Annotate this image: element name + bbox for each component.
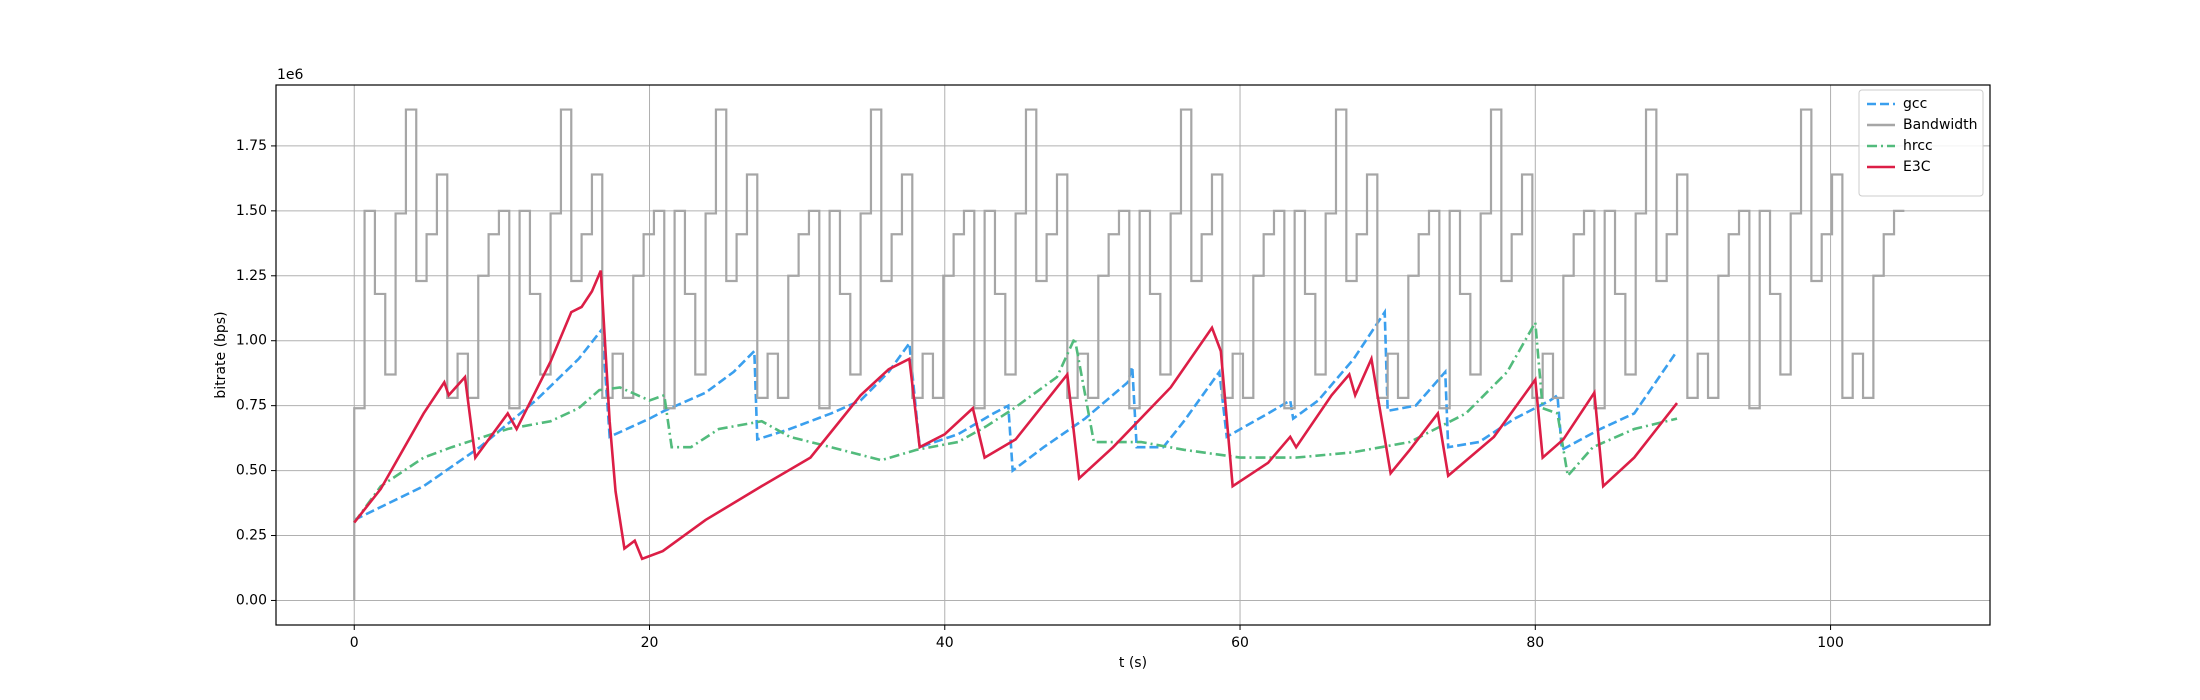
- y-axis-label: bitrate (bps): [213, 311, 229, 398]
- legend-box: [1858, 89, 1984, 197]
- series-line: [353, 318, 1678, 524]
- legend-label: Bandwidth: [1903, 117, 1978, 133]
- x-tick-label: 100: [1817, 635, 1844, 651]
- x-tick-label: 40: [936, 635, 954, 651]
- series-line: [353, 308, 1679, 522]
- y-tick-label: 1.25: [236, 268, 267, 284]
- y-tick-label: 1.75: [236, 138, 267, 154]
- legend-label: E3C: [1903, 159, 1931, 175]
- y-tick-label: 0.25: [236, 528, 267, 544]
- y-tick-label: 1.50: [236, 203, 267, 219]
- x-tick-label: 20: [641, 635, 659, 651]
- x-tick-label: 60: [1231, 635, 1249, 651]
- y-tick-label: 0.00: [236, 592, 267, 608]
- legend-label: hrcc: [1903, 138, 1933, 154]
- legend-label: gcc: [1903, 96, 1927, 112]
- series-line: [353, 108, 1905, 601]
- y-tick-label: 0.75: [236, 398, 267, 414]
- plot-frame: [275, 84, 1991, 626]
- x-tick-label: 0: [350, 635, 359, 651]
- x-tick-label: 80: [1526, 635, 1544, 651]
- y-tick-label: 1.00: [236, 333, 267, 349]
- y-tick-label: 0.50: [236, 463, 267, 479]
- series-line: [353, 270, 1679, 561]
- x-axis-label: t (s): [1119, 655, 1147, 671]
- y-offset-label: 1e6: [277, 67, 304, 83]
